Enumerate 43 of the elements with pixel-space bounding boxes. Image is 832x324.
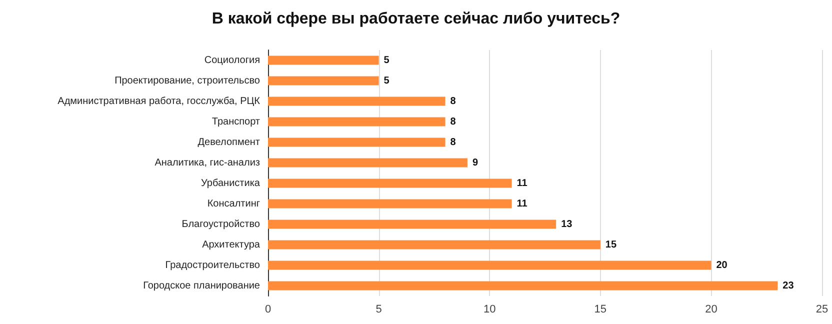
y-tick-label: Благоустройство [182, 218, 260, 230]
data-label: 20 [716, 260, 728, 271]
bar [268, 199, 512, 208]
data-label: 11 [516, 198, 528, 210]
x-tick-label: 20 [705, 304, 718, 316]
bar [268, 117, 446, 126]
data-label: 8 [450, 136, 456, 148]
y-tick-label: Транспорт [212, 116, 260, 128]
bar [268, 281, 778, 290]
x-tick-label: 25 [816, 304, 828, 316]
y-tick-label: Социология [204, 54, 260, 66]
x-tick-label: 5 [376, 304, 382, 316]
bar [268, 158, 468, 168]
bar [268, 76, 379, 86]
y-tick-label: Градостроительство [165, 260, 260, 271]
y-tick-label: Административная работа, госслужба, РЦК [58, 96, 260, 107]
y-tick-label: Девелопмент [198, 136, 260, 148]
bar [268, 220, 556, 229]
data-label: 8 [450, 96, 456, 107]
bar [268, 240, 600, 250]
y-tick-label: Урбанистика [201, 178, 260, 189]
bar [268, 96, 446, 106]
data-label: 5 [384, 75, 390, 86]
data-label: 11 [516, 178, 528, 189]
bar [268, 178, 512, 188]
y-tick-label: Аналитика, гис-анализ [154, 157, 260, 168]
chart-title: В какой сфере вы работаете сейчас либо учитесь? [212, 10, 620, 28]
y-tick-label: Проектирование, строительсво [114, 75, 260, 86]
bar [268, 138, 446, 147]
x-tick-label: 0 [264, 304, 272, 316]
y-tick-label: Консалтинг [207, 198, 260, 210]
data-label: 13 [561, 218, 573, 230]
data-label: 9 [472, 157, 478, 168]
data-label: 8 [450, 116, 456, 128]
data-label: 15 [605, 239, 617, 250]
data-label: 5 [384, 54, 390, 66]
x-tick-label: 10 [483, 304, 496, 316]
y-tick-label: Городское планирование [143, 280, 260, 292]
y-tick-label: Архитектура [202, 239, 260, 250]
data-label: 23 [782, 280, 794, 292]
bar [268, 56, 379, 65]
bar [268, 260, 712, 270]
x-tick-label: 15 [594, 304, 607, 316]
